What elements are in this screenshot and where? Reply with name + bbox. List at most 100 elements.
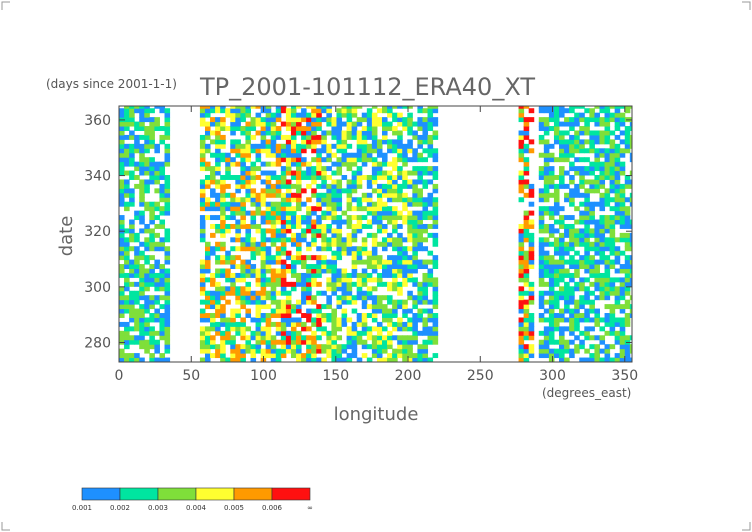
heatmap-cell xyxy=(149,201,155,207)
heatmap-cell xyxy=(144,295,150,301)
heatmap-cell xyxy=(407,179,413,185)
heatmap-cell xyxy=(230,264,236,270)
heatmap-cell xyxy=(599,317,606,323)
heatmap-cell xyxy=(553,326,560,332)
heatmap-cell xyxy=(321,148,327,154)
heatmap-cell xyxy=(392,148,398,154)
heatmap-cell xyxy=(306,299,312,305)
heatmap-cell xyxy=(553,299,560,305)
heatmap-cell xyxy=(432,166,439,172)
heatmap-cell xyxy=(412,130,418,136)
heatmap-cell xyxy=(407,353,413,359)
heatmap-cell xyxy=(432,295,439,301)
heatmap-cell xyxy=(306,241,312,247)
heatmap-cell xyxy=(407,232,413,238)
heatmap-cell xyxy=(290,237,297,243)
heatmap-cell xyxy=(569,353,575,359)
heatmap-cell xyxy=(371,339,378,345)
heatmap-cell xyxy=(604,259,611,265)
heatmap-cell xyxy=(306,348,312,354)
heatmap-cell xyxy=(341,152,348,158)
heatmap-cell xyxy=(341,241,348,247)
heatmap-cell xyxy=(260,188,267,194)
heatmap-cell xyxy=(523,134,530,140)
heatmap-cell xyxy=(417,259,423,265)
heatmap-cell xyxy=(392,130,398,136)
heatmap-cell xyxy=(296,143,302,149)
heatmap-cell xyxy=(199,281,206,287)
heatmap-cell xyxy=(149,281,155,287)
heatmap-cell xyxy=(260,117,267,123)
heatmap-cell xyxy=(624,108,631,114)
heatmap-cell xyxy=(548,259,555,265)
heatmap-cell xyxy=(210,281,216,287)
heatmap-cell xyxy=(407,228,413,234)
heatmap-cell xyxy=(230,259,236,265)
heatmap-cell xyxy=(306,117,312,123)
heatmap-cell xyxy=(553,126,560,131)
heatmap-cell xyxy=(523,335,530,341)
heatmap-cell xyxy=(139,304,145,310)
heatmap-cell xyxy=(245,139,252,145)
heatmap-cell xyxy=(275,357,282,362)
heatmap-cell xyxy=(139,201,145,207)
heatmap-cell xyxy=(599,175,606,180)
heatmap-cell xyxy=(564,272,570,278)
heatmap-cell xyxy=(250,299,257,305)
heatmap-cell xyxy=(326,188,332,194)
heatmap-cell xyxy=(204,106,211,109)
heatmap-cell xyxy=(331,272,337,278)
heatmap-cell xyxy=(290,106,297,109)
heatmap-cell xyxy=(346,295,353,301)
heatmap-cell xyxy=(119,143,125,149)
colorbar-label: 0.005 xyxy=(224,504,244,512)
heatmap-cell xyxy=(624,143,631,149)
heatmap-cell xyxy=(144,139,150,145)
heatmap-cell xyxy=(569,299,575,305)
heatmap-cell xyxy=(154,126,160,131)
heatmap-cell xyxy=(285,108,292,114)
heatmap-cell xyxy=(159,241,166,247)
heatmap-cell xyxy=(624,255,631,261)
heatmap-cell xyxy=(144,183,150,189)
heatmap-cell xyxy=(306,281,312,287)
heatmap-cell xyxy=(553,313,560,318)
heatmap-cell xyxy=(270,241,277,247)
heatmap-cell xyxy=(518,348,525,354)
heatmap-cell xyxy=(609,330,616,336)
heatmap-cell xyxy=(422,206,429,212)
heatmap-cell xyxy=(306,308,312,314)
heatmap-cell xyxy=(245,264,252,270)
heatmap-cell xyxy=(265,210,272,216)
heatmap-cell xyxy=(154,215,160,221)
heatmap-cell xyxy=(427,357,434,362)
heatmap-cell xyxy=(543,192,550,198)
heatmap-cell xyxy=(245,295,252,301)
heatmap-cell xyxy=(523,255,530,261)
heatmap-cell xyxy=(250,223,257,229)
heatmap-cell xyxy=(240,126,246,131)
heatmap-cell xyxy=(382,259,388,265)
heatmap-cell xyxy=(290,112,297,118)
heatmap-cell xyxy=(422,121,429,127)
heatmap-cell xyxy=(543,228,550,234)
heatmap-cell xyxy=(427,139,434,145)
heatmap-cell xyxy=(220,197,226,203)
heatmap-cell xyxy=(569,348,575,354)
heatmap-cell xyxy=(382,121,388,127)
heatmap-cell xyxy=(326,117,332,123)
heatmap-cell xyxy=(341,317,348,323)
heatmap-cell xyxy=(144,330,150,336)
heatmap-cell xyxy=(604,330,611,336)
heatmap-cell xyxy=(371,121,378,127)
heatmap-cell xyxy=(422,353,429,359)
heatmap-cell xyxy=(523,250,530,256)
heatmap-cell xyxy=(124,201,130,207)
heatmap-cell xyxy=(260,246,267,252)
heatmap-cell xyxy=(199,232,206,238)
heatmap-cell xyxy=(604,277,611,283)
heatmap-cell xyxy=(220,206,226,212)
heatmap-cell xyxy=(402,264,408,270)
heatmap-cell xyxy=(366,277,373,283)
heatmap-cell xyxy=(275,108,282,114)
